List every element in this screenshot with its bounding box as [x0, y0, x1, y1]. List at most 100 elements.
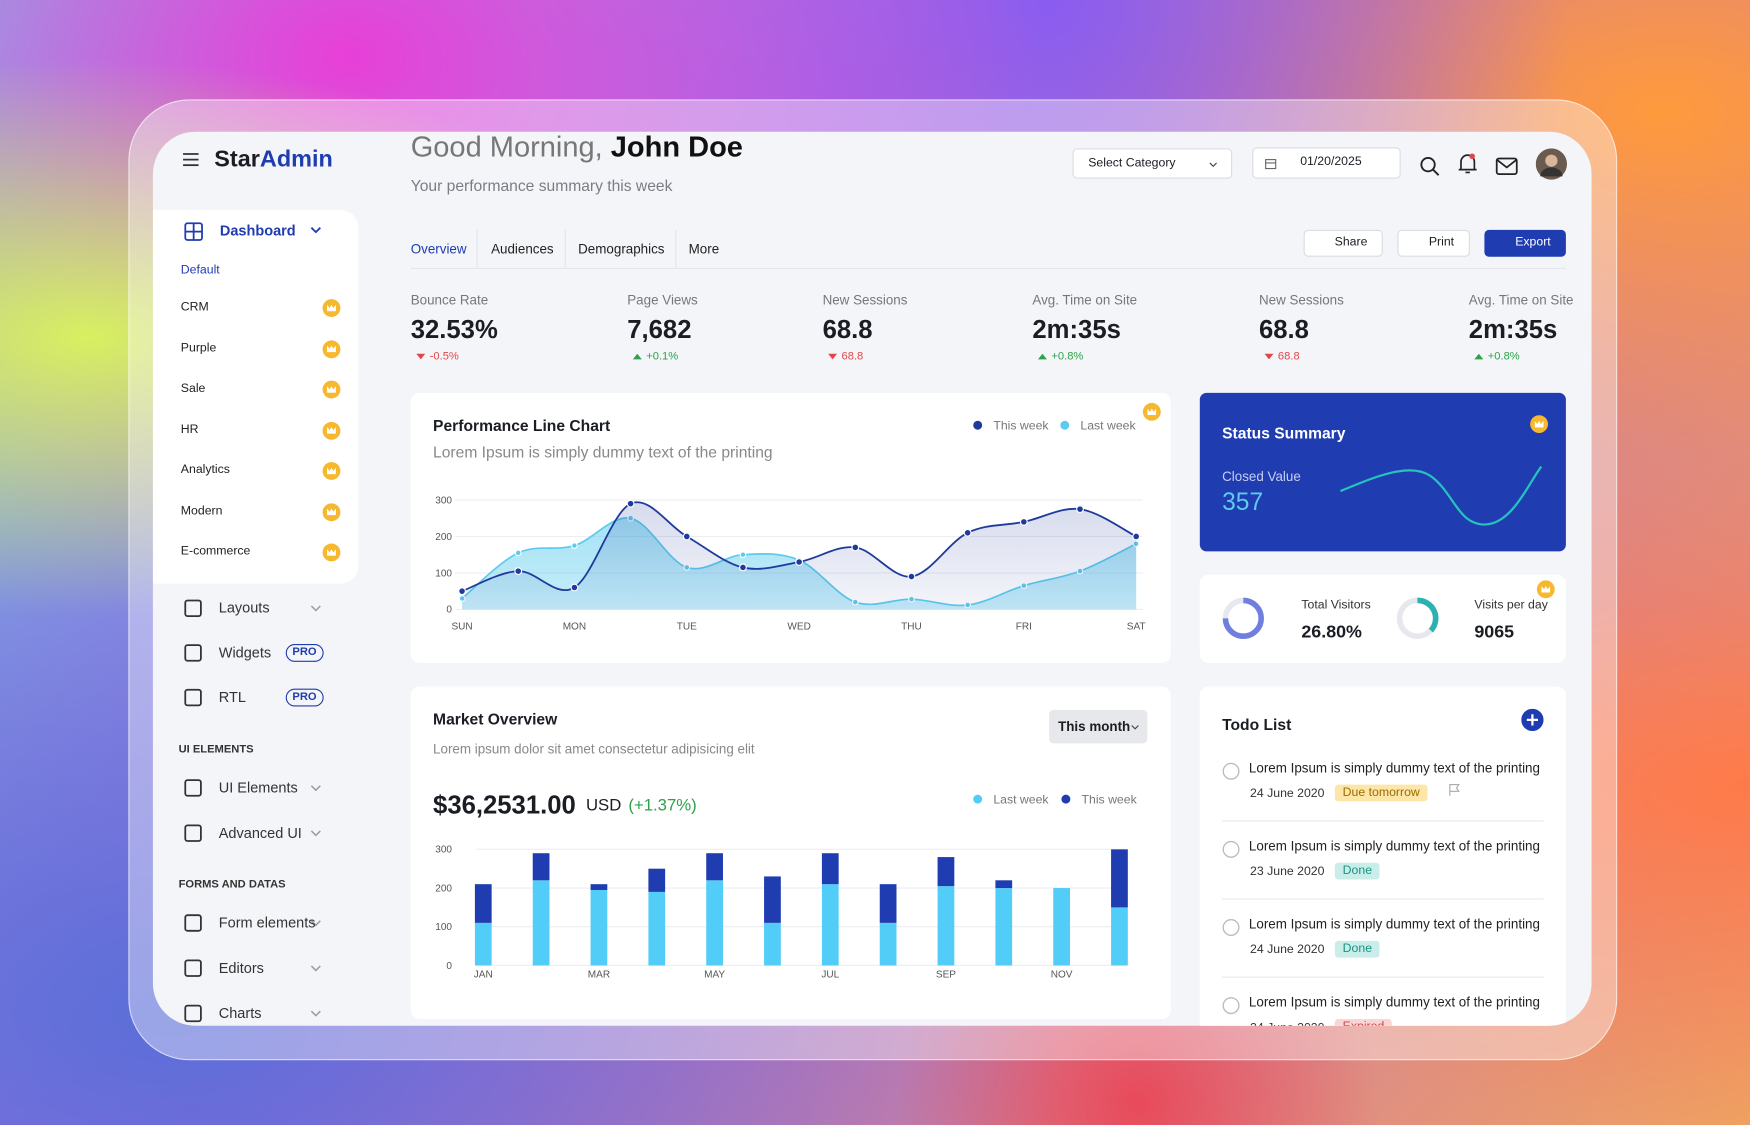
nav-item[interactable]: Widgets: [218, 643, 272, 661]
logo-part: Admin: [259, 146, 333, 172]
bar: [764, 876, 781, 923]
tab[interactable]: More: [688, 241, 720, 257]
category-select[interactable]: Select Category: [1072, 148, 1233, 179]
bar: [706, 880, 723, 966]
tab-divider: [410, 267, 1566, 269]
nav-item[interactable]: Dashboard: [219, 222, 296, 239]
action-button[interactable]: Share: [1303, 229, 1383, 257]
point: [626, 499, 635, 508]
menu-icon: [184, 1004, 202, 1023]
chevron: [310, 785, 321, 792]
todo-divider: [1222, 898, 1544, 900]
menu-icon: [184, 779, 202, 797]
trend-arrow: [416, 353, 426, 360]
nav-subitem[interactable]: Analytics: [180, 463, 230, 477]
premium-badge: [322, 339, 341, 358]
todo-date: 24 June 2020: [1250, 1021, 1324, 1025]
x-tick-label: MON: [563, 621, 586, 632]
menu-icon: [184, 914, 202, 932]
x-tick-label: SEP: [936, 970, 956, 981]
point: [739, 563, 747, 572]
bar: [879, 922, 897, 966]
nav-subitem[interactable]: CRM: [180, 300, 209, 314]
stat-change: +0.8%: [1487, 350, 1520, 363]
nav-group-title: UI ELEMENTS: [178, 743, 254, 756]
y-tick-label: 100: [435, 922, 452, 933]
action-button[interactable]: Print: [1397, 229, 1470, 257]
notification-icon[interactable]: [1458, 153, 1478, 175]
date-picker[interactable]: 01/20/2025: [1252, 147, 1401, 179]
bar: [937, 857, 955, 887]
tab[interactable]: Audiences: [491, 241, 554, 257]
avatar[interactable]: [1535, 148, 1568, 180]
todo-status: Done: [1334, 940, 1380, 958]
stat-change: 68.8: [841, 350, 864, 363]
tab-separator: [564, 229, 566, 268]
nav-subitem[interactable]: E-commerce: [180, 544, 251, 559]
nav-subitem[interactable]: Modern: [180, 503, 223, 518]
legend-label: This week: [993, 419, 1049, 433]
visitor-value: 26.80%: [1301, 622, 1362, 642]
nav-item[interactable]: Layouts: [218, 599, 270, 617]
pro-badge: PRO: [285, 643, 324, 662]
add-button[interactable]: [1521, 708, 1544, 732]
bar: [1111, 907, 1128, 966]
tab[interactable]: Overview: [410, 241, 467, 257]
point: [514, 567, 523, 576]
mail-icon[interactable]: [1495, 157, 1518, 176]
todo-divider: [1222, 976, 1544, 978]
change: (+1.37%): [628, 795, 697, 815]
x-tick-label: NOV: [1051, 970, 1073, 981]
legend-swatch: [1061, 794, 1071, 804]
period-select[interactable]: This month: [1049, 709, 1148, 744]
premium-badge: [322, 299, 341, 317]
bar: [532, 853, 550, 881]
tab[interactable]: Demographics: [578, 241, 665, 257]
y-tick-label: 0: [446, 605, 452, 616]
trend-arrow: [632, 353, 642, 360]
dashboard-icon: [184, 222, 203, 241]
nav-item[interactable]: Form elements: [218, 914, 316, 931]
card-title: Status Summary: [1222, 424, 1346, 442]
pro-badge: PRO: [285, 688, 324, 707]
search-icon[interactable]: [1420, 156, 1440, 176]
stat-change: -0.5%: [429, 350, 459, 363]
point: [795, 558, 804, 566]
y-tick-label: 100: [435, 568, 452, 579]
flag-icon: [1449, 784, 1460, 796]
nav-subitem[interactable]: Purple: [180, 340, 217, 355]
user-name: John Doe: [610, 131, 743, 163]
todo-date: 24 June 2020: [1250, 786, 1325, 801]
nav-subitem[interactable]: HR: [180, 422, 199, 436]
nav-item[interactable]: UI Elements: [218, 779, 298, 796]
button-text: Share: [1334, 235, 1368, 250]
greeting-text: Good Morning,: [410, 131, 603, 163]
x-tick-label: WED: [787, 621, 810, 632]
card-subtitle: Lorem Ipsum is simply dummy text of the …: [433, 443, 773, 461]
point: [851, 543, 860, 552]
menu-icon: [184, 644, 202, 662]
button-text: Export: [1515, 235, 1551, 250]
stat-change: +0.1%: [646, 350, 679, 363]
nav-item[interactable]: Advanced UI: [218, 824, 302, 841]
stat-value: 32.53%: [410, 314, 498, 344]
todo-status: Due tomorrow: [1334, 784, 1428, 802]
point: [1076, 505, 1084, 514]
point: [1019, 517, 1028, 526]
action-button[interactable]: Export: [1484, 229, 1566, 257]
nav-subitem[interactable]: Sale: [180, 381, 206, 396]
nav-item[interactable]: Editors: [218, 959, 264, 977]
premium-badge: [1536, 580, 1555, 599]
stat-value: 7,682: [627, 314, 692, 344]
logo[interactable]: StarAdmin: [214, 145, 333, 173]
nav-item[interactable]: RTL: [218, 688, 246, 706]
nav-item[interactable]: Charts: [218, 1004, 262, 1022]
menu-icon[interactable]: [183, 153, 199, 167]
todo-text: Lorem Ipsum is simply dummy text of the …: [1248, 994, 1540, 1011]
bar: [995, 888, 1013, 966]
bar: [821, 853, 839, 885]
point: [682, 532, 691, 541]
bar: [590, 889, 608, 966]
todo-text: Lorem Ipsum is simply dummy text of the …: [1248, 916, 1540, 932]
chevron: [310, 830, 321, 837]
